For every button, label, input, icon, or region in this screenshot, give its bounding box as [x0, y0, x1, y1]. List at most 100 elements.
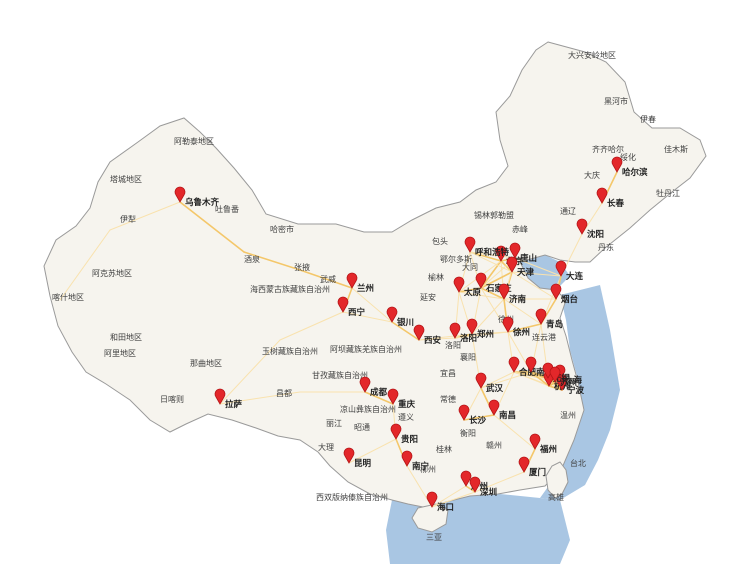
city-marker-yantai[interactable]: 烟台: [550, 283, 579, 305]
map-pin-icon[interactable]: [386, 306, 398, 323]
map-pin-icon[interactable]: [475, 372, 487, 389]
map-pin-icon[interactable]: [611, 156, 623, 173]
city-label: 宁波: [567, 385, 585, 396]
city-marker-wuhan[interactable]: 武汉: [475, 372, 504, 394]
map-pin-icon[interactable]: [596, 187, 608, 204]
map-pin-icon[interactable]: [495, 245, 507, 262]
city-marker-taiyuan[interactable]: 太原: [453, 276, 482, 298]
city-marker-guangzhou[interactable]: 广州: [460, 470, 488, 492]
city-marker-tianjin[interactable]: 天津: [506, 256, 535, 278]
map-pin-icon[interactable]: [576, 218, 588, 235]
city-label: 重庆: [398, 399, 416, 410]
city-label: 呼和浩特: [475, 247, 510, 258]
road-segment: [463, 414, 495, 421]
map-pin-icon[interactable]: [475, 272, 487, 289]
map-pin-icon[interactable]: [525, 356, 537, 373]
city-marker-jinan[interactable]: 济南: [498, 283, 527, 305]
city-marker-changsha[interactable]: 长沙: [458, 404, 487, 426]
city-marker-kunming[interactable]: 昆明: [343, 447, 372, 469]
road-segment: [458, 291, 505, 300]
map-pin-icon[interactable]: [498, 283, 510, 300]
map-pin-icon[interactable]: [549, 366, 561, 383]
city-marker-suzhou[interactable]: 苏州: [549, 366, 577, 388]
city-marker-zhengzhou[interactable]: 郑州: [466, 318, 494, 340]
city-marker-xuzhou[interactable]: 徐州: [502, 316, 530, 338]
map-pin-icon[interactable]: [488, 399, 500, 416]
city-marker-changchun[interactable]: 长春: [596, 187, 625, 209]
city-marker-yinchuan[interactable]: 银川: [386, 306, 414, 328]
city-marker-lanzhou[interactable]: 兰州: [346, 272, 374, 294]
city-marker-chongqing[interactable]: 重庆: [387, 388, 416, 410]
city-marker-dalian[interactable]: 大连: [555, 260, 584, 282]
map-pin-icon[interactable]: [555, 260, 567, 277]
place-label: 榆林: [428, 272, 444, 282]
map-pin-icon[interactable]: [174, 186, 186, 203]
map-pin-icon[interactable]: [426, 491, 438, 508]
map-pin-icon[interactable]: [453, 276, 465, 293]
city-marker-lasa[interactable]: 拉萨: [214, 388, 243, 410]
map-pin-icon[interactable]: [502, 316, 514, 333]
city-marker-fuzhou[interactable]: 福州: [529, 433, 557, 455]
place-label: 昌都: [276, 389, 292, 398]
place-label: 哈密市: [270, 224, 294, 234]
place-label: 通辽: [560, 206, 576, 216]
place-label: 宜昌: [440, 368, 456, 378]
place-label: 赣州: [486, 440, 502, 450]
city-marker-tangshan[interactable]: 唐山: [509, 242, 537, 264]
city-marker-guiyang[interactable]: 贵阳: [390, 423, 418, 445]
map-pin-icon[interactable]: [458, 404, 470, 421]
place-label: 阿里地区: [104, 348, 136, 358]
map-pin-icon[interactable]: [214, 388, 226, 405]
map-pin-icon[interactable]: [413, 324, 425, 341]
city-marker-qingdao[interactable]: 青岛: [535, 308, 563, 330]
map-pin-icon[interactable]: [466, 318, 478, 335]
city-marker-shenyang[interactable]: 沈阳: [576, 218, 604, 240]
city-marker-haikou[interactable]: 海口: [426, 491, 454, 513]
map-pin-icon[interactable]: [506, 256, 518, 273]
map-pin-icon[interactable]: [508, 356, 520, 373]
city-marker-nanning[interactable]: 南宁: [401, 450, 430, 472]
road-segment: [391, 321, 420, 341]
map-pin-icon[interactable]: [529, 433, 541, 450]
city-label: 西安: [424, 335, 442, 346]
place-label: 温州: [560, 411, 576, 420]
place-label: 佳木斯: [664, 144, 688, 154]
city-marker-shenzhen[interactable]: 深圳: [469, 476, 497, 498]
map-pin-icon[interactable]: [390, 423, 402, 440]
place-label: 塔城地区: [110, 174, 142, 184]
city-marker-xiamen[interactable]: 厦门: [518, 456, 546, 478]
map-pin-icon[interactable]: [449, 322, 461, 339]
city-marker-huhehaote[interactable]: 呼和浩特: [464, 236, 510, 258]
map-pin-icon[interactable]: [343, 447, 355, 464]
map-pin-icon[interactable]: [460, 470, 472, 487]
map-pin-icon[interactable]: [509, 242, 521, 259]
city-marker-haerbin[interactable]: 哈尔滨: [611, 156, 648, 178]
map-pin-icon[interactable]: [550, 283, 562, 300]
city-marker-hefei[interactable]: 合肥: [508, 356, 537, 378]
road-segment: [493, 414, 536, 450]
city-label: 福州: [539, 444, 557, 455]
map-pin-icon[interactable]: [346, 272, 358, 289]
place-label: 那曲地区: [190, 358, 222, 368]
road-segment: [469, 251, 516, 259]
city-marker-chengdu[interactable]: 成都: [359, 376, 388, 398]
city-marker-luoyang[interactable]: 洛阳: [449, 322, 477, 344]
map-pin-icon[interactable]: [518, 456, 530, 473]
city-marker-xining[interactable]: 西宁: [337, 296, 366, 318]
city-marker-xian[interactable]: 西安: [413, 324, 442, 346]
map-pin-icon[interactable]: [464, 236, 476, 253]
map-pin-icon[interactable]: [401, 450, 413, 467]
road-segment: [454, 331, 509, 339]
city-marker-nanchang[interactable]: 南昌: [488, 399, 516, 421]
map-pin-icon[interactable]: [359, 376, 371, 393]
city-label: 乌鲁木齐: [185, 197, 220, 208]
map-pin-icon[interactable]: [535, 308, 547, 325]
map-pin-icon[interactable]: [387, 388, 399, 405]
map-pin-icon[interactable]: [556, 374, 568, 391]
map-pin-icon[interactable]: [337, 296, 349, 313]
city-marker-ningbo[interactable]: 宁波: [556, 374, 585, 396]
map-pin-icon[interactable]: [469, 476, 481, 493]
city-marker-wulumuqi[interactable]: 乌鲁木齐: [174, 186, 220, 208]
city-label: 洛阳: [460, 333, 477, 344]
